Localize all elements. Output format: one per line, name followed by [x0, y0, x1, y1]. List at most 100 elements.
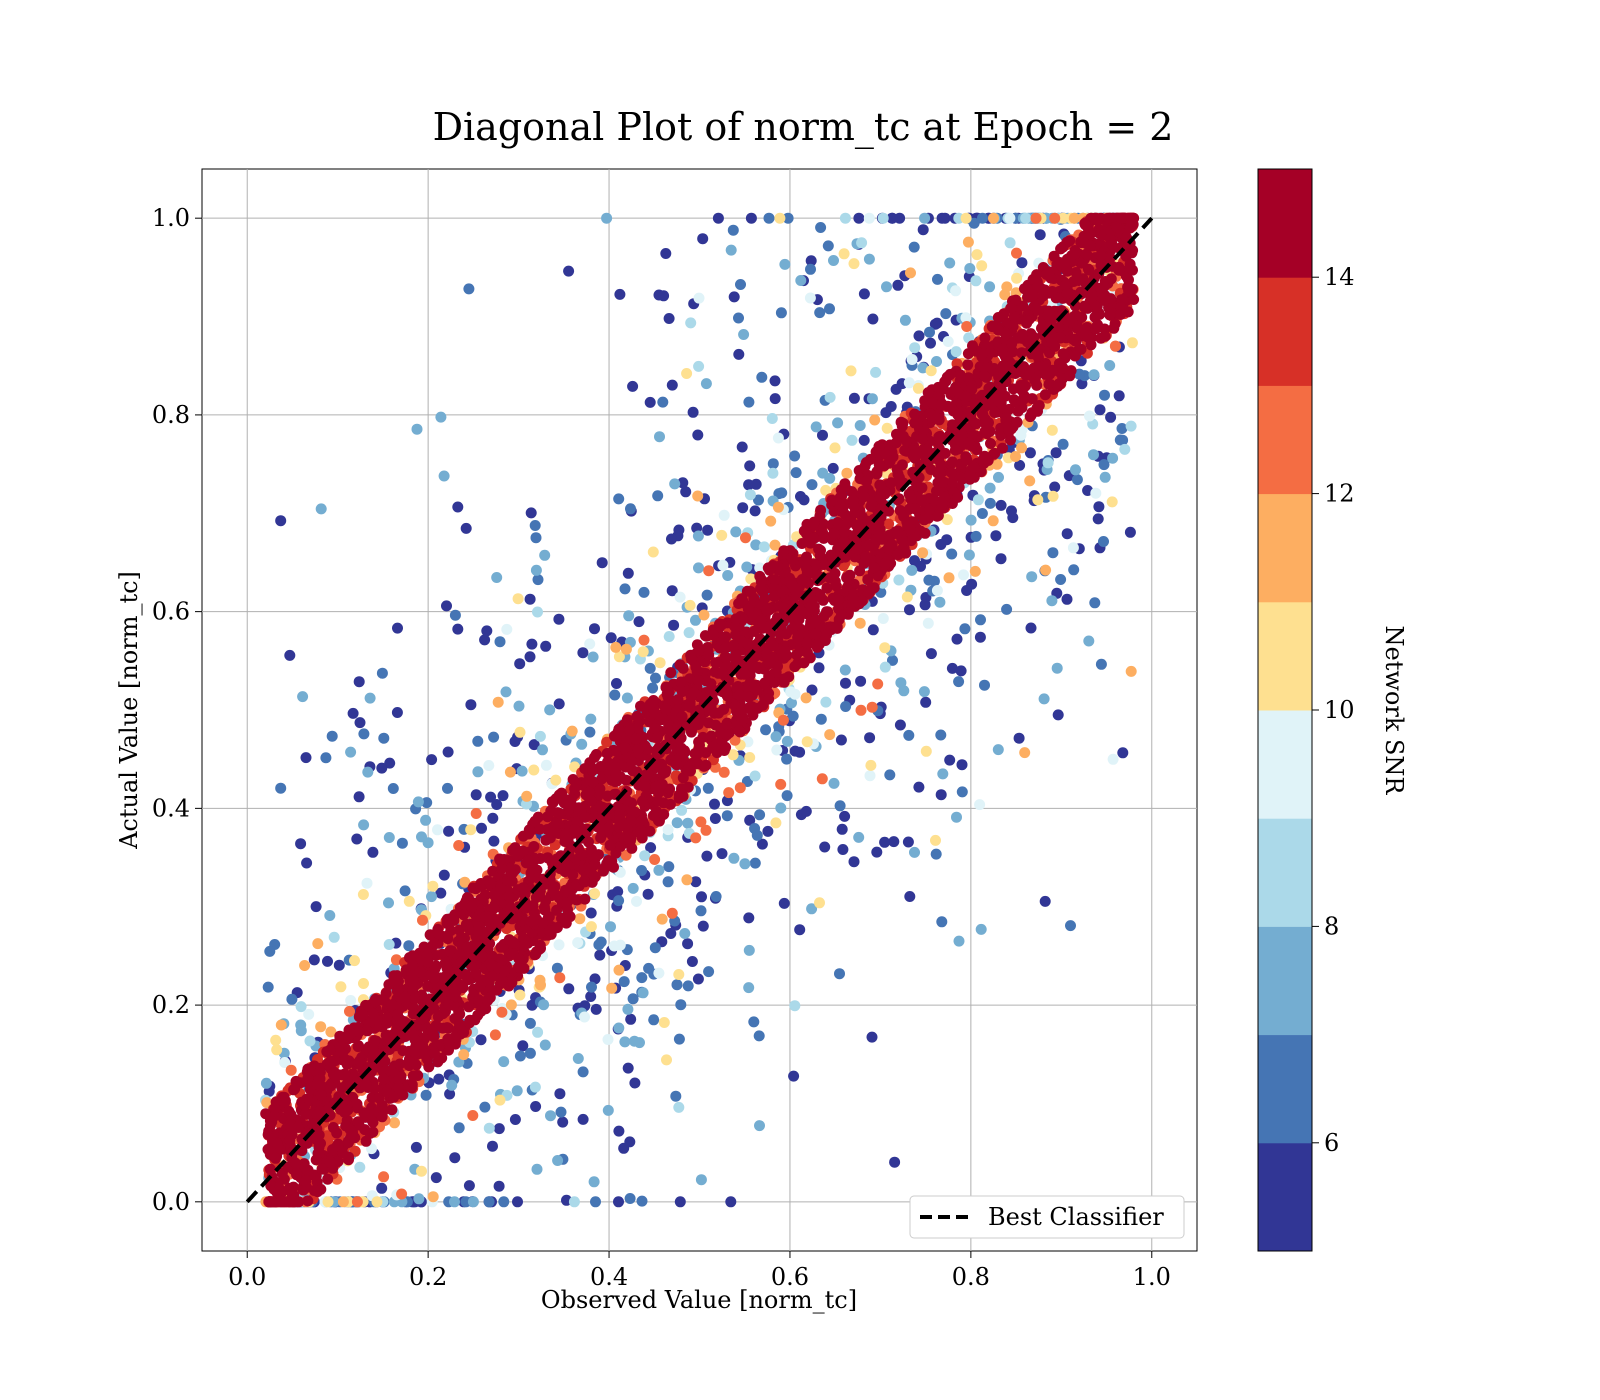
scatter-point — [956, 759, 968, 771]
scatter-point — [430, 1172, 442, 1184]
scatter-point — [974, 631, 986, 643]
scatter-point — [1061, 593, 1073, 605]
scatter-point — [813, 662, 825, 674]
scatter-point — [544, 704, 556, 716]
scatter-point — [483, 760, 495, 771]
scatter-point — [992, 744, 1004, 756]
scatter-point — [1039, 895, 1051, 907]
scatter-point — [789, 688, 801, 700]
scatter-point — [969, 565, 981, 577]
scatter-point — [566, 725, 578, 737]
scatter-point — [1042, 457, 1054, 469]
scatter-point — [905, 267, 916, 279]
scatter-point — [613, 964, 625, 976]
scatter-point — [1092, 513, 1104, 525]
scatter-point — [1104, 360, 1116, 371]
scatter-point — [472, 766, 484, 778]
scatter-point — [1113, 390, 1125, 402]
scatter-point — [585, 921, 597, 933]
scatter-point — [1069, 350, 1081, 362]
scatter-point — [354, 717, 366, 729]
scatter-point — [1004, 212, 1016, 224]
scatter-point — [906, 564, 918, 576]
scatter-point — [345, 995, 357, 1006]
scatter-point — [435, 887, 447, 899]
scatter-point — [721, 810, 733, 822]
scatter-point — [376, 667, 388, 679]
scatter-point — [756, 838, 768, 850]
scatter-point — [899, 445, 911, 456]
scatter-point — [916, 495, 927, 507]
scatter-point — [514, 1050, 526, 1062]
scatter-point — [854, 420, 866, 431]
scatter-point — [322, 1173, 334, 1185]
scatter-point — [310, 901, 322, 913]
scatter-point — [530, 532, 542, 544]
scatter-point — [275, 1019, 287, 1031]
scatter-point — [922, 617, 934, 629]
scatter-point — [671, 979, 683, 991]
scatter-point — [407, 950, 419, 962]
scatter-point — [262, 1129, 274, 1140]
scatter-point — [614, 939, 626, 951]
scatter-point — [769, 375, 781, 387]
scatter-point — [649, 723, 661, 735]
scatter-point — [504, 766, 516, 778]
scatter-point — [767, 458, 779, 470]
scatter-point — [1039, 389, 1051, 401]
scatter-point — [537, 744, 548, 756]
scatter-point — [824, 303, 835, 315]
scatter-point — [743, 912, 755, 924]
scatter-point — [815, 222, 827, 233]
scatter-point — [769, 393, 781, 405]
scatter-point — [387, 783, 399, 794]
scatter-point — [605, 921, 616, 933]
scatter-point — [353, 676, 365, 688]
scatter-point — [308, 954, 320, 966]
scatter-point — [554, 1088, 566, 1100]
scatter-point — [858, 491, 870, 503]
scatter-point — [762, 825, 774, 837]
scatter-point — [903, 729, 915, 741]
scatter-point — [734, 782, 746, 794]
scatter-point — [943, 572, 955, 584]
scatter-point — [1024, 447, 1036, 459]
scatter-point — [951, 811, 962, 823]
scatter-point — [427, 1191, 439, 1203]
scatter-point — [782, 212, 794, 224]
scatter-point — [855, 675, 867, 687]
scatter-point — [690, 832, 702, 844]
scatter-point — [353, 791, 365, 803]
scatter-point — [627, 380, 639, 392]
scatter-point — [493, 1123, 505, 1135]
scatter-point — [1020, 212, 1032, 224]
scatter-point — [727, 749, 739, 761]
scatter-point — [750, 478, 762, 490]
scatter-point — [654, 657, 666, 669]
scatter-point — [590, 1003, 602, 1015]
scatter-point — [489, 1029, 501, 1041]
scatter-point — [924, 326, 935, 338]
scatter-point — [1064, 235, 1076, 247]
scatter-point — [386, 1104, 398, 1116]
scatter-point — [993, 471, 1004, 483]
scatter-point — [1061, 528, 1073, 540]
scatter-point — [960, 312, 972, 324]
scatter-point — [367, 846, 379, 858]
scatter-point — [963, 372, 974, 384]
scatter-point — [718, 766, 730, 778]
scatter-point — [913, 781, 925, 793]
scatter-point — [749, 505, 761, 517]
scatter-point — [1071, 474, 1083, 486]
scatter-point — [642, 888, 654, 900]
scatter-point — [312, 938, 324, 950]
scatter-point — [919, 212, 931, 224]
scatter-point — [459, 876, 471, 888]
scatter-point — [373, 1092, 385, 1104]
scatter-point — [524, 1017, 536, 1029]
scatter-point — [427, 880, 439, 892]
scatter-point — [613, 1125, 625, 1137]
scatter-point — [831, 622, 843, 634]
scatter-point — [521, 790, 533, 802]
